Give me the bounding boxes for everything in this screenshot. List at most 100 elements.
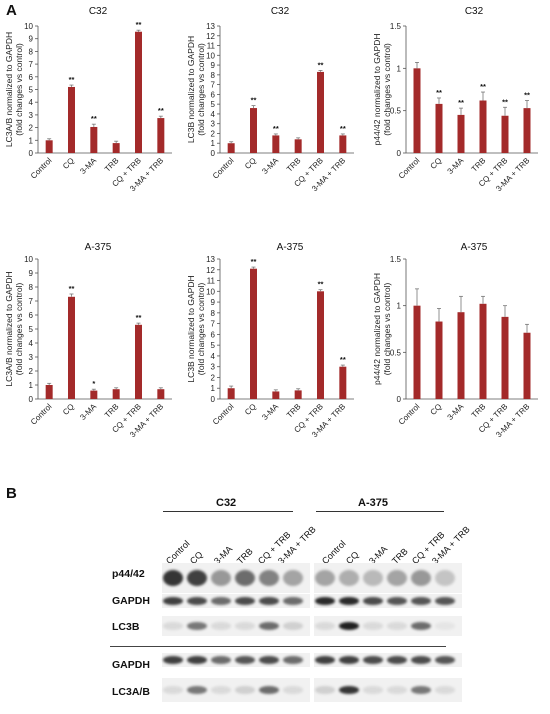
chart-c32-lc3b: C32 LC3B normalized to GAPDH (fold changes…: [182, 0, 366, 245]
x-tick-label: 3-MA: [260, 156, 280, 176]
chart-a375-lc3ab: A-375 LC3A/B normalized to GAPDH (fold cha…: [0, 240, 182, 490]
bar: [523, 332, 531, 399]
blot-band: [211, 686, 231, 694]
significance-marker: **: [340, 124, 346, 133]
y-tick-label: 7: [211, 320, 216, 329]
blot-band: [411, 686, 431, 694]
x-tick-label: TRB: [285, 156, 303, 174]
y-tick-label: 7: [29, 297, 34, 306]
x-tick-label: Control: [211, 156, 236, 181]
y-tick-label: 12: [206, 266, 215, 275]
blot-band: [363, 597, 383, 605]
blot-band: [187, 686, 207, 694]
blot-band: [259, 622, 279, 630]
significance-marker: **: [502, 97, 508, 106]
y-tick-label: 7: [29, 60, 34, 69]
y-tick-label: 5: [211, 100, 216, 109]
y-axis-label: LC3B normalized to GAPDH: [186, 275, 196, 382]
x-tick-label: 3-MA: [446, 156, 466, 176]
significance-marker: **: [136, 313, 142, 322]
blot-row-lc3b-c32: [162, 616, 310, 636]
y-tick-label: 13: [206, 22, 215, 31]
x-tick-label: Control: [29, 156, 54, 181]
significance-marker: **: [136, 20, 142, 29]
blot-band: [211, 622, 231, 630]
bar: [479, 100, 487, 153]
row-label-gapdh-1: GAPDH: [112, 595, 150, 607]
blot-band: [435, 656, 455, 664]
blot-band: [339, 622, 359, 630]
bar: [68, 86, 75, 153]
group-line-c32: [163, 511, 293, 512]
y-tick-label: 12: [206, 32, 215, 41]
bar: [90, 126, 98, 153]
blot-band: [339, 570, 359, 586]
y-tick-label: 1: [397, 302, 402, 311]
bar: [45, 140, 53, 153]
blot-band: [163, 622, 183, 630]
blot-band: [187, 622, 207, 630]
blot-band: [435, 570, 455, 586]
blot-band: [259, 570, 279, 586]
bar: [317, 71, 324, 153]
y-tick-label: 7: [211, 81, 216, 90]
chart-title: A-375: [85, 242, 112, 253]
bar: [501, 316, 509, 399]
y-tick-label: 2: [211, 373, 216, 382]
bar: [68, 296, 75, 399]
y-tick-label: 11: [207, 42, 216, 51]
blot-row-lc3b-a375: [314, 616, 462, 636]
chart-title: C32: [89, 6, 108, 17]
y-tick-label: 0: [397, 395, 402, 404]
bar: [339, 366, 347, 399]
y-tick-label: 11: [207, 277, 216, 286]
x-tick-label: TRB: [285, 402, 303, 420]
blot-band: [315, 570, 335, 586]
bar: [272, 391, 280, 399]
blot-band: [315, 656, 335, 664]
significance-marker: **: [251, 96, 257, 105]
y-tick-label: 1: [397, 64, 402, 73]
significance-marker: **: [524, 91, 530, 100]
blot-band: [315, 686, 335, 694]
blot-band: [387, 686, 407, 694]
significance-marker: **: [273, 124, 279, 133]
bar: [157, 389, 165, 399]
blot-band: [283, 570, 303, 586]
panel-b-label: B: [6, 485, 17, 502]
blot-band: [163, 597, 183, 605]
y-tick-label: 0: [397, 149, 402, 158]
y-tick-label: 3: [211, 120, 216, 129]
blot-band: [363, 656, 383, 664]
y-tick-label: 10: [206, 287, 215, 296]
significance-marker: **: [318, 60, 324, 69]
lane-label: Control: [164, 538, 192, 567]
y-tick-label: 0: [211, 149, 216, 158]
significance-marker: **: [340, 355, 346, 364]
y-axis-label: (fold changes vs control): [14, 43, 24, 136]
significance-marker: **: [69, 75, 75, 84]
chart-c32-p4442: C32 p44/42 normalized to GAPDH (fold chang…: [366, 0, 550, 245]
blot-band: [235, 622, 255, 630]
x-tick-label: Control: [29, 402, 54, 427]
blot-row-lc3ab-c32: [162, 678, 310, 702]
blot-separator: [110, 646, 446, 647]
y-tick-label: 10: [206, 51, 215, 60]
blot-band: [187, 570, 207, 586]
y-axis-label: LC3A/B normalized to GAPDH: [4, 271, 14, 386]
blot-band: [411, 570, 431, 586]
significance-marker: **: [458, 98, 464, 107]
y-tick-label: 5: [29, 86, 34, 95]
blot-band: [435, 597, 455, 605]
y-tick-label: 1: [211, 139, 216, 148]
bar: [135, 324, 142, 399]
blot-band: [387, 656, 407, 664]
x-tick-label: TRB: [103, 402, 121, 420]
y-tick-label: 0: [211, 395, 216, 404]
x-tick-label: CQ: [61, 156, 76, 171]
y-tick-label: 8: [211, 309, 216, 318]
blot-band: [435, 686, 455, 694]
group-label-a375: A-375: [358, 497, 388, 509]
blot-band: [211, 570, 231, 586]
chart-title: C32: [271, 6, 290, 17]
